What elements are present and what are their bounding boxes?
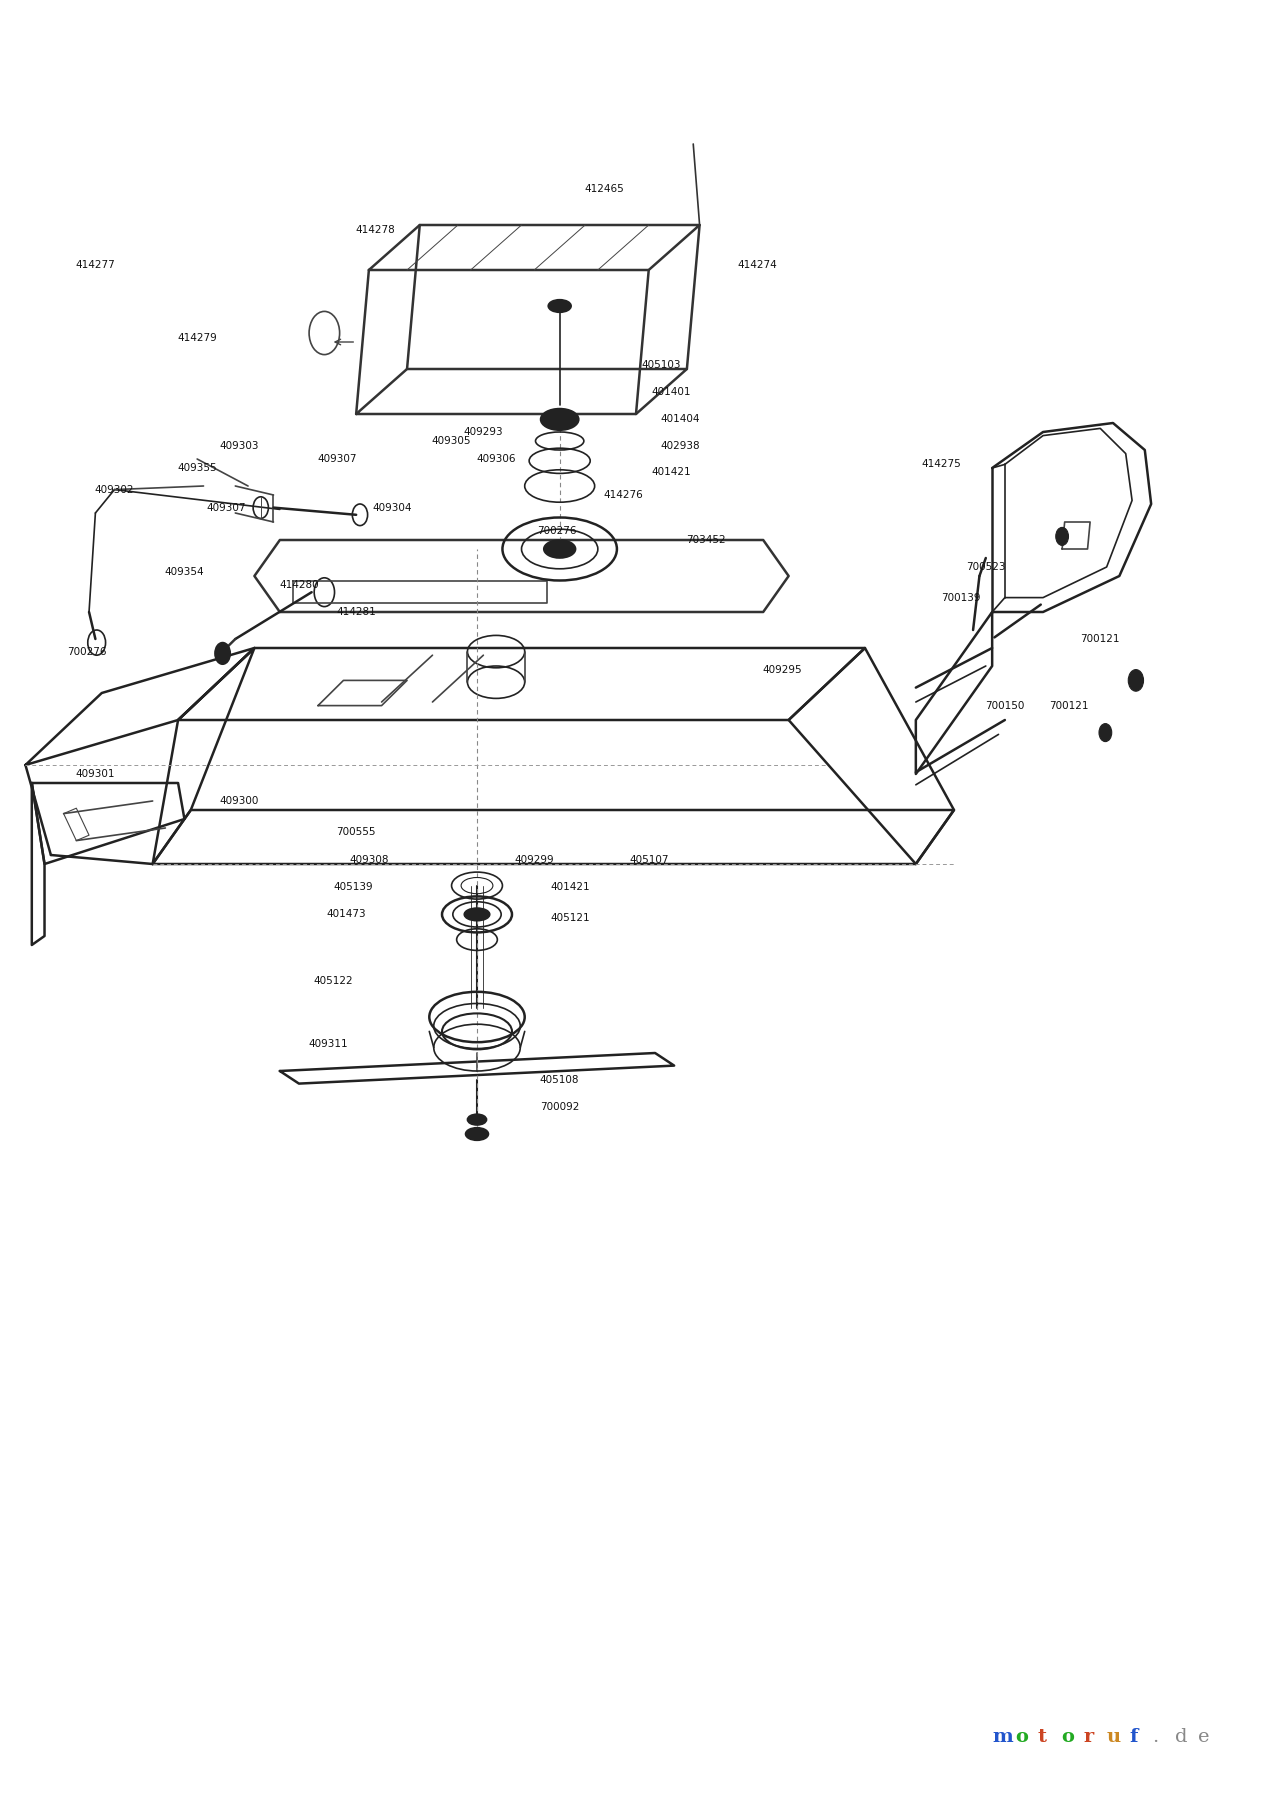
Ellipse shape — [468, 1114, 487, 1125]
Text: 401421: 401421 — [550, 882, 590, 893]
Text: 414275: 414275 — [921, 459, 962, 470]
Text: 409301: 409301 — [75, 769, 116, 779]
Text: 703452: 703452 — [686, 535, 726, 545]
Text: 409304: 409304 — [371, 502, 412, 513]
Text: m: m — [992, 1728, 1013, 1746]
Text: 405139: 405139 — [333, 882, 374, 893]
Text: 700139: 700139 — [940, 592, 981, 603]
Ellipse shape — [548, 299, 571, 313]
Text: 414279: 414279 — [177, 333, 218, 344]
Text: t: t — [1038, 1728, 1047, 1746]
Text: 409308: 409308 — [349, 855, 389, 866]
Text: r: r — [1084, 1728, 1094, 1746]
Text: f: f — [1130, 1728, 1138, 1746]
Ellipse shape — [544, 540, 575, 558]
Text: o: o — [1061, 1728, 1074, 1746]
Text: 409306: 409306 — [476, 454, 516, 464]
Text: 402938: 402938 — [660, 441, 701, 452]
Text: 414278: 414278 — [355, 225, 396, 236]
Text: 409307: 409307 — [317, 454, 357, 464]
Text: 700276: 700276 — [537, 526, 577, 536]
Text: 409299: 409299 — [514, 855, 555, 866]
Text: 409311: 409311 — [308, 1039, 349, 1049]
Text: e: e — [1198, 1728, 1210, 1746]
Text: 700276: 700276 — [66, 646, 107, 657]
Ellipse shape — [466, 1127, 488, 1141]
Text: 401404: 401404 — [660, 414, 701, 425]
Circle shape — [1128, 670, 1144, 691]
Text: 409302: 409302 — [94, 484, 135, 495]
Text: 409355: 409355 — [177, 463, 218, 473]
Text: 409303: 409303 — [219, 441, 259, 452]
Text: 414274: 414274 — [736, 259, 777, 270]
Text: 401401: 401401 — [651, 387, 692, 398]
Circle shape — [1056, 527, 1068, 545]
Text: 409307: 409307 — [206, 502, 247, 513]
Text: 414281: 414281 — [336, 607, 377, 617]
Text: u: u — [1107, 1728, 1121, 1746]
Ellipse shape — [541, 409, 579, 430]
Text: 700150: 700150 — [986, 700, 1024, 711]
Text: 700092: 700092 — [541, 1102, 579, 1112]
Text: 409295: 409295 — [762, 664, 803, 675]
Text: 409293: 409293 — [463, 427, 504, 437]
Text: 409305: 409305 — [431, 436, 472, 446]
Text: 409354: 409354 — [164, 567, 205, 578]
Text: 414276: 414276 — [603, 490, 644, 500]
Text: 700121: 700121 — [1080, 634, 1121, 644]
Text: 405103: 405103 — [641, 360, 682, 371]
Text: 414280: 414280 — [279, 580, 319, 590]
Text: 405108: 405108 — [539, 1075, 580, 1085]
Text: 700555: 700555 — [336, 826, 377, 837]
Text: 405122: 405122 — [313, 976, 354, 986]
Text: 409300: 409300 — [220, 796, 258, 806]
Text: 401421: 401421 — [651, 466, 692, 477]
Circle shape — [215, 643, 230, 664]
Text: 700121: 700121 — [1048, 700, 1089, 711]
Text: 405121: 405121 — [550, 913, 590, 923]
Text: 412465: 412465 — [584, 184, 625, 194]
Text: 700523: 700523 — [965, 562, 1006, 572]
Text: d: d — [1175, 1728, 1188, 1746]
Ellipse shape — [464, 907, 490, 920]
Circle shape — [1099, 724, 1112, 742]
Text: 401473: 401473 — [326, 909, 366, 920]
Text: 414277: 414277 — [75, 259, 116, 270]
Text: 405107: 405107 — [628, 855, 669, 866]
Text: o: o — [1015, 1728, 1028, 1746]
Text: .: . — [1152, 1728, 1159, 1746]
